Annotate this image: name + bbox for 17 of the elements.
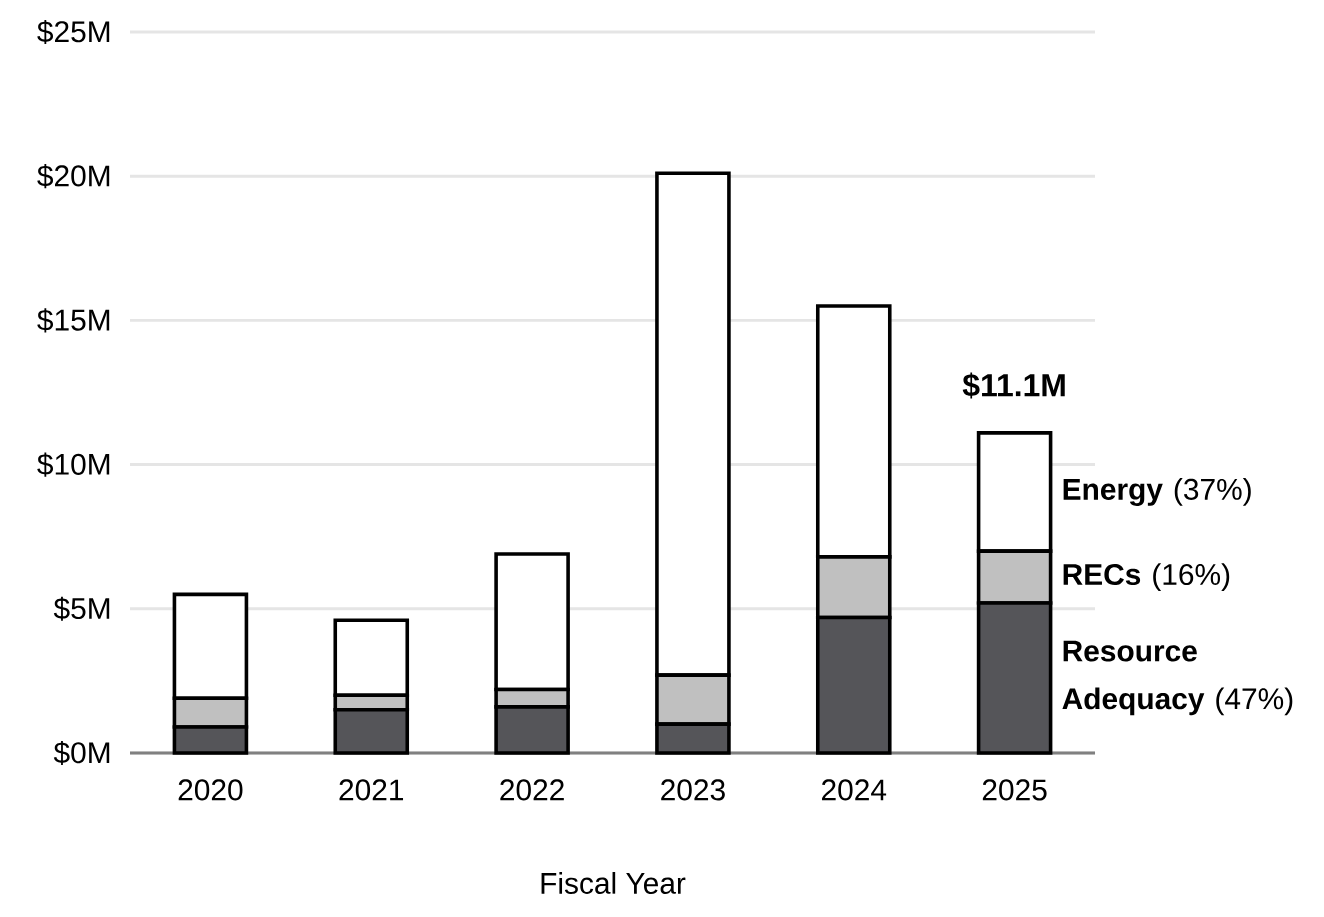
total-label: $11.1M [962, 372, 1065, 399]
series-label: RECs (16%) [1063, 563, 1230, 591]
x-tick-label: 2021 [339, 779, 404, 801]
x-axis-title: Fiscal Year [541, 872, 686, 894]
x-tick-label: 2023 [661, 779, 725, 801]
y-tick-label: $25M [37, 19, 110, 45]
y-tick-label: $5M [53, 596, 110, 621]
y-tick-label: $10M [37, 452, 110, 477]
x-tick-label: 2020 [178, 779, 243, 801]
y-tick-label: $15M [37, 308, 110, 333]
x-tick-label: 2022 [500, 779, 564, 801]
series-label: Energy (37%) [1063, 477, 1251, 506]
x-tick-label: 2025 [982, 779, 1047, 801]
y-tick-label: $0M [53, 740, 110, 766]
series-label: Resource Adequacy (47%) [1062, 640, 1293, 716]
x-tick-label: 2024 [822, 779, 887, 801]
y-tick-label: $20M [37, 164, 110, 189]
